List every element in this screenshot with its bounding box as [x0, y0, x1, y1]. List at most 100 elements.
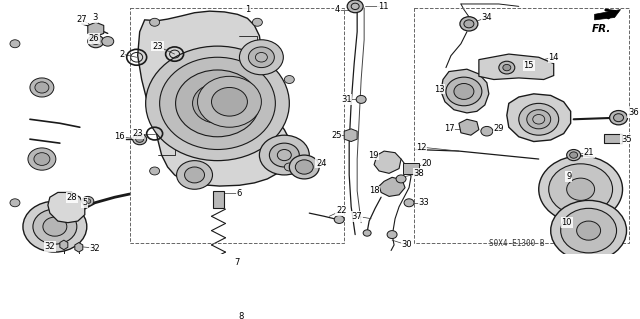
Text: S0X4-E1300 B: S0X4-E1300 B: [489, 239, 545, 248]
Circle shape: [464, 20, 474, 28]
Text: 22: 22: [336, 206, 346, 215]
Text: 27: 27: [77, 15, 87, 24]
Circle shape: [92, 38, 100, 45]
Circle shape: [284, 163, 294, 171]
Bar: [414, 8, 628, 242]
Circle shape: [150, 18, 159, 26]
Polygon shape: [379, 177, 405, 197]
Text: 17: 17: [444, 124, 454, 133]
Circle shape: [159, 57, 275, 150]
Circle shape: [150, 167, 159, 175]
Circle shape: [82, 197, 94, 206]
Circle shape: [205, 94, 230, 113]
Circle shape: [136, 136, 143, 142]
Circle shape: [239, 40, 284, 75]
Circle shape: [499, 61, 515, 74]
Circle shape: [23, 201, 87, 252]
Text: 30: 30: [402, 241, 412, 249]
Polygon shape: [441, 69, 489, 113]
Circle shape: [519, 103, 559, 135]
Text: 38: 38: [413, 169, 424, 178]
Text: 14: 14: [548, 53, 559, 62]
Circle shape: [30, 78, 54, 97]
Text: 3: 3: [92, 13, 97, 22]
Circle shape: [10, 40, 20, 48]
Circle shape: [363, 230, 371, 236]
Circle shape: [248, 47, 275, 68]
Text: 4: 4: [335, 5, 340, 14]
Circle shape: [198, 76, 261, 127]
Text: 10: 10: [561, 218, 572, 227]
Text: 36: 36: [628, 108, 639, 117]
Circle shape: [396, 175, 406, 183]
Circle shape: [387, 231, 397, 239]
Text: 16: 16: [115, 132, 125, 141]
Circle shape: [334, 216, 344, 223]
Circle shape: [102, 37, 114, 46]
Circle shape: [177, 161, 212, 189]
Circle shape: [356, 95, 366, 103]
Circle shape: [255, 53, 268, 62]
Text: 35: 35: [621, 135, 632, 144]
Bar: [212, 191, 225, 208]
Circle shape: [481, 126, 493, 136]
Circle shape: [132, 134, 147, 145]
Circle shape: [184, 167, 205, 183]
Polygon shape: [459, 119, 479, 135]
Circle shape: [548, 164, 612, 215]
Circle shape: [295, 160, 313, 174]
Circle shape: [460, 17, 478, 31]
Bar: [130, 8, 344, 242]
Text: 32: 32: [90, 244, 100, 253]
Circle shape: [284, 76, 294, 84]
Text: 11: 11: [378, 2, 388, 11]
Text: 7: 7: [235, 258, 240, 267]
Circle shape: [259, 135, 309, 175]
Polygon shape: [344, 129, 357, 142]
Text: FR.: FR.: [592, 24, 611, 34]
Circle shape: [446, 77, 482, 106]
Text: 25: 25: [331, 131, 342, 140]
Circle shape: [503, 64, 511, 71]
Polygon shape: [507, 94, 571, 142]
Circle shape: [10, 199, 20, 207]
Text: 23: 23: [152, 41, 163, 51]
Circle shape: [28, 148, 56, 170]
Text: 18: 18: [369, 186, 380, 195]
Circle shape: [193, 84, 243, 123]
Circle shape: [43, 217, 67, 236]
Circle shape: [146, 46, 289, 161]
Text: 37: 37: [352, 212, 362, 221]
Text: 5: 5: [82, 198, 88, 207]
Text: 12: 12: [416, 143, 426, 152]
Circle shape: [539, 156, 623, 223]
Circle shape: [34, 153, 50, 166]
Text: 13: 13: [434, 85, 444, 93]
Text: 19: 19: [368, 151, 378, 160]
Text: 34: 34: [481, 13, 492, 22]
Text: 28: 28: [67, 193, 77, 202]
Circle shape: [175, 70, 259, 137]
Circle shape: [454, 84, 474, 100]
Text: 31: 31: [341, 95, 351, 104]
Text: 8: 8: [239, 312, 244, 319]
Text: 24: 24: [316, 159, 326, 167]
Circle shape: [532, 115, 545, 124]
Polygon shape: [212, 310, 225, 319]
Text: 26: 26: [88, 34, 99, 43]
Circle shape: [527, 110, 550, 129]
Text: 29: 29: [493, 124, 504, 133]
Polygon shape: [138, 11, 291, 186]
Circle shape: [277, 150, 291, 161]
Circle shape: [88, 35, 104, 48]
Polygon shape: [60, 240, 68, 250]
Polygon shape: [75, 242, 83, 252]
Text: 6: 6: [237, 189, 242, 198]
Text: 20: 20: [422, 159, 432, 167]
Circle shape: [35, 82, 49, 93]
Bar: [403, 163, 419, 174]
Text: 1: 1: [244, 5, 250, 14]
Text: 33: 33: [419, 198, 429, 207]
Polygon shape: [5, 12, 85, 234]
Circle shape: [550, 200, 627, 261]
